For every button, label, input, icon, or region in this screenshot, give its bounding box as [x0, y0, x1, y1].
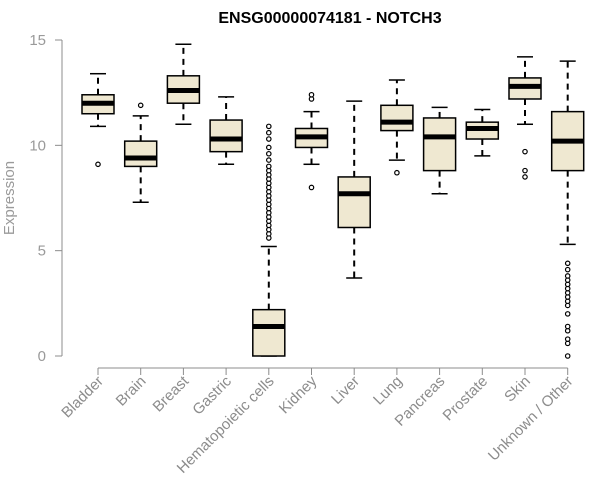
category-label: Skin — [501, 373, 534, 406]
chart-title: ENSG00000074181 - NOTCH3 — [218, 10, 441, 27]
category-label: Prostate — [440, 373, 492, 425]
boxes-layer — [81, 43, 585, 359]
outlier-point — [564, 323, 571, 330]
category-label: Bladder — [58, 373, 107, 422]
outlier-point — [564, 260, 571, 267]
x-axis — [97, 367, 569, 375]
outlier-point — [564, 311, 571, 317]
y-tick-label: 15 — [29, 32, 46, 49]
outlier-point — [522, 148, 528, 155]
box-iqr — [380, 104, 414, 132]
outlier-point — [564, 266, 571, 273]
box-iqr — [209, 119, 243, 153]
box-iqr — [252, 308, 286, 357]
box-iqr — [337, 176, 371, 229]
outlier-point — [265, 123, 272, 130]
box-group — [550, 60, 585, 359]
outlier-point — [522, 167, 528, 174]
category-label: Liver — [328, 373, 363, 408]
y-tick-label: 5 — [38, 243, 46, 260]
outlier-point — [564, 353, 571, 359]
box-group — [380, 79, 414, 176]
outlier-point — [265, 150, 272, 157]
outlier-point — [265, 157, 272, 163]
outlier-point — [137, 102, 144, 109]
outlier-point — [265, 136, 272, 142]
y-tick-label: 10 — [29, 137, 46, 154]
outlier-point — [265, 163, 272, 170]
outlier-point — [522, 174, 528, 180]
category-label: Kidney — [276, 372, 321, 417]
box-group — [81, 72, 115, 168]
y-axis: 0 5 10 15 — [29, 32, 63, 365]
box-iqr — [422, 117, 457, 172]
outlier-point — [265, 129, 272, 136]
box-group — [166, 43, 201, 126]
category-label: Lung — [370, 373, 406, 409]
box-group — [508, 56, 542, 180]
box-group — [209, 96, 243, 166]
outlier-point — [308, 184, 315, 191]
y-tick-label: 0 — [38, 348, 46, 365]
box-group — [422, 106, 457, 195]
outlier-point — [95, 161, 101, 168]
outlier-point — [265, 144, 272, 151]
category-label: Brain — [113, 373, 150, 410]
outlier-point — [564, 336, 571, 342]
y-axis-label: Expression — [1, 161, 18, 235]
box-group — [465, 108, 500, 157]
outlier-point — [308, 91, 315, 98]
box-iqr — [123, 140, 158, 168]
box-group — [294, 91, 329, 191]
box-group — [252, 123, 286, 357]
outlier-point — [564, 273, 571, 279]
outlier-point — [394, 169, 400, 176]
category-label: Breast — [150, 372, 193, 415]
box-group — [337, 100, 371, 279]
box-group — [123, 102, 158, 203]
